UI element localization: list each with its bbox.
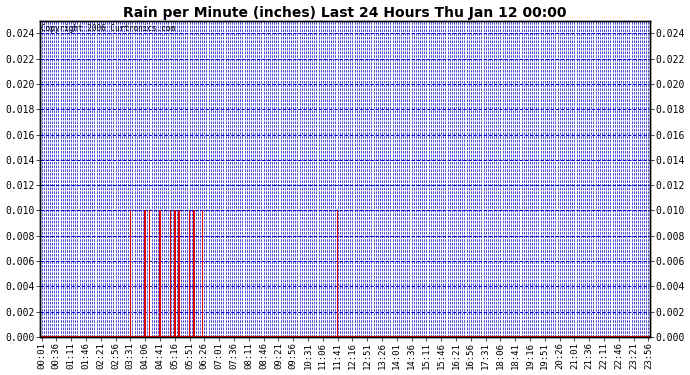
Bar [148,210,150,337]
Bar [174,210,175,337]
Bar [201,210,203,337]
Bar [178,210,179,337]
Bar [193,210,195,337]
Bar [189,210,190,337]
Bar [130,210,131,337]
Bar [170,210,171,337]
Title: Rain per Minute (inches) Last 24 Hours Thu Jan 12 00:00: Rain per Minute (inches) Last 24 Hours T… [124,6,566,20]
Bar [144,210,146,337]
Text: Copyright 2006 Curtronics.com: Copyright 2006 Curtronics.com [41,24,175,33]
Bar [159,210,161,337]
Bar [337,210,338,337]
